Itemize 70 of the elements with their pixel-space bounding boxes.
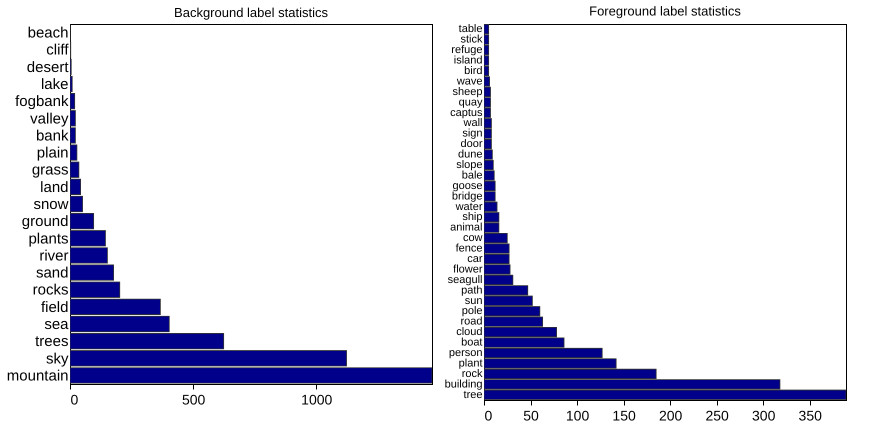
y-tick-label: bird bbox=[464, 65, 482, 77]
y-tick-label: pole bbox=[462, 305, 482, 318]
y-tick-label: plants bbox=[28, 230, 68, 248]
x-tick-label: 1000 bbox=[301, 392, 333, 408]
x-tick-label: 250 bbox=[705, 408, 730, 424]
y-tick-label: rocks bbox=[32, 282, 68, 299]
y-tick-label: ship bbox=[462, 211, 482, 224]
y-tick-label: beach bbox=[28, 24, 68, 42]
y-tick-label: path bbox=[461, 284, 482, 296]
x-tick-label: 50 bbox=[523, 408, 540, 424]
y-tick-label: sheep bbox=[452, 86, 482, 98]
y-tick-label: building bbox=[444, 378, 482, 390]
y-tick-label: animal bbox=[450, 222, 482, 234]
y-tick-label: cloud bbox=[456, 326, 482, 338]
y-tick-label: plant bbox=[458, 357, 482, 370]
y-tick-label: fogbank bbox=[15, 93, 69, 110]
y-tick-label: bale bbox=[462, 169, 482, 182]
y-tick-label: sun bbox=[464, 294, 482, 307]
x-tick-label: 0 bbox=[484, 408, 492, 424]
y-tick-label: seagull bbox=[448, 274, 482, 286]
x-tick-label: 0 bbox=[70, 392, 78, 408]
y-tick-label: grass bbox=[32, 162, 68, 179]
y-tick-label: captus bbox=[450, 106, 483, 119]
y-tick-label: fence bbox=[456, 242, 482, 255]
y-tick-label: person bbox=[448, 347, 482, 359]
y-tick-label: door bbox=[460, 138, 483, 150]
y-tick-label: quay bbox=[458, 96, 483, 108]
y-tick-label: valley bbox=[30, 110, 69, 128]
y-tick-label: table bbox=[458, 23, 482, 36]
y-tick-label: sign bbox=[462, 128, 482, 140]
y-tick-label: goose bbox=[452, 180, 482, 192]
y-tick-label: field bbox=[40, 298, 68, 316]
y-tick-label: wave bbox=[456, 75, 482, 88]
y-tick-label: slope bbox=[456, 159, 482, 171]
y-tick-label: rock bbox=[462, 368, 483, 380]
x-tick-label: 500 bbox=[182, 392, 206, 408]
y-tick-label: wall bbox=[462, 117, 482, 130]
x-tick-label: 350 bbox=[798, 408, 822, 424]
y-tick-label: stick bbox=[460, 34, 483, 46]
x-tick-label: 200 bbox=[658, 408, 683, 424]
y-tick-label: snow bbox=[33, 196, 69, 213]
y-tick-label: cow bbox=[462, 232, 483, 244]
x-tick-label: 300 bbox=[752, 408, 776, 424]
y-tick-label: water bbox=[454, 200, 483, 213]
y-tick-label: sand bbox=[36, 264, 68, 282]
y-tick-label: trees bbox=[35, 333, 68, 350]
x-tick-label: 150 bbox=[612, 408, 636, 424]
y-tick-label: car bbox=[467, 253, 483, 265]
y-tick-label: tree bbox=[464, 388, 482, 401]
y-tick-label: road bbox=[460, 316, 482, 328]
y-tick-label: sea bbox=[44, 316, 70, 333]
y-tick-label: bridge bbox=[452, 190, 482, 202]
chart-title: Foreground label statistics bbox=[589, 4, 742, 19]
y-tick-label: ground bbox=[22, 213, 68, 230]
y-tick-label: river bbox=[39, 247, 68, 264]
y-tick-label: mountain bbox=[6, 367, 68, 384]
chart-title: Background label statistics bbox=[174, 5, 328, 20]
y-tick-label: land bbox=[40, 178, 68, 196]
y-tick-label: refuge bbox=[451, 44, 482, 56]
y-tick-label: sky bbox=[46, 350, 69, 368]
y-tick-label: plain bbox=[36, 144, 68, 162]
y-tick-label: desert bbox=[26, 58, 70, 76]
y-tick-label: island bbox=[454, 54, 482, 67]
x-tick-label: 100 bbox=[566, 408, 590, 424]
y-tick-label: dune bbox=[458, 148, 482, 161]
y-tick-label: cliff bbox=[46, 42, 70, 59]
y-tick-label: flower bbox=[453, 263, 483, 276]
y-tick-label: boat bbox=[461, 336, 482, 349]
y-tick-label: bank bbox=[36, 127, 69, 144]
y-tick-label: lake bbox=[40, 76, 68, 93]
